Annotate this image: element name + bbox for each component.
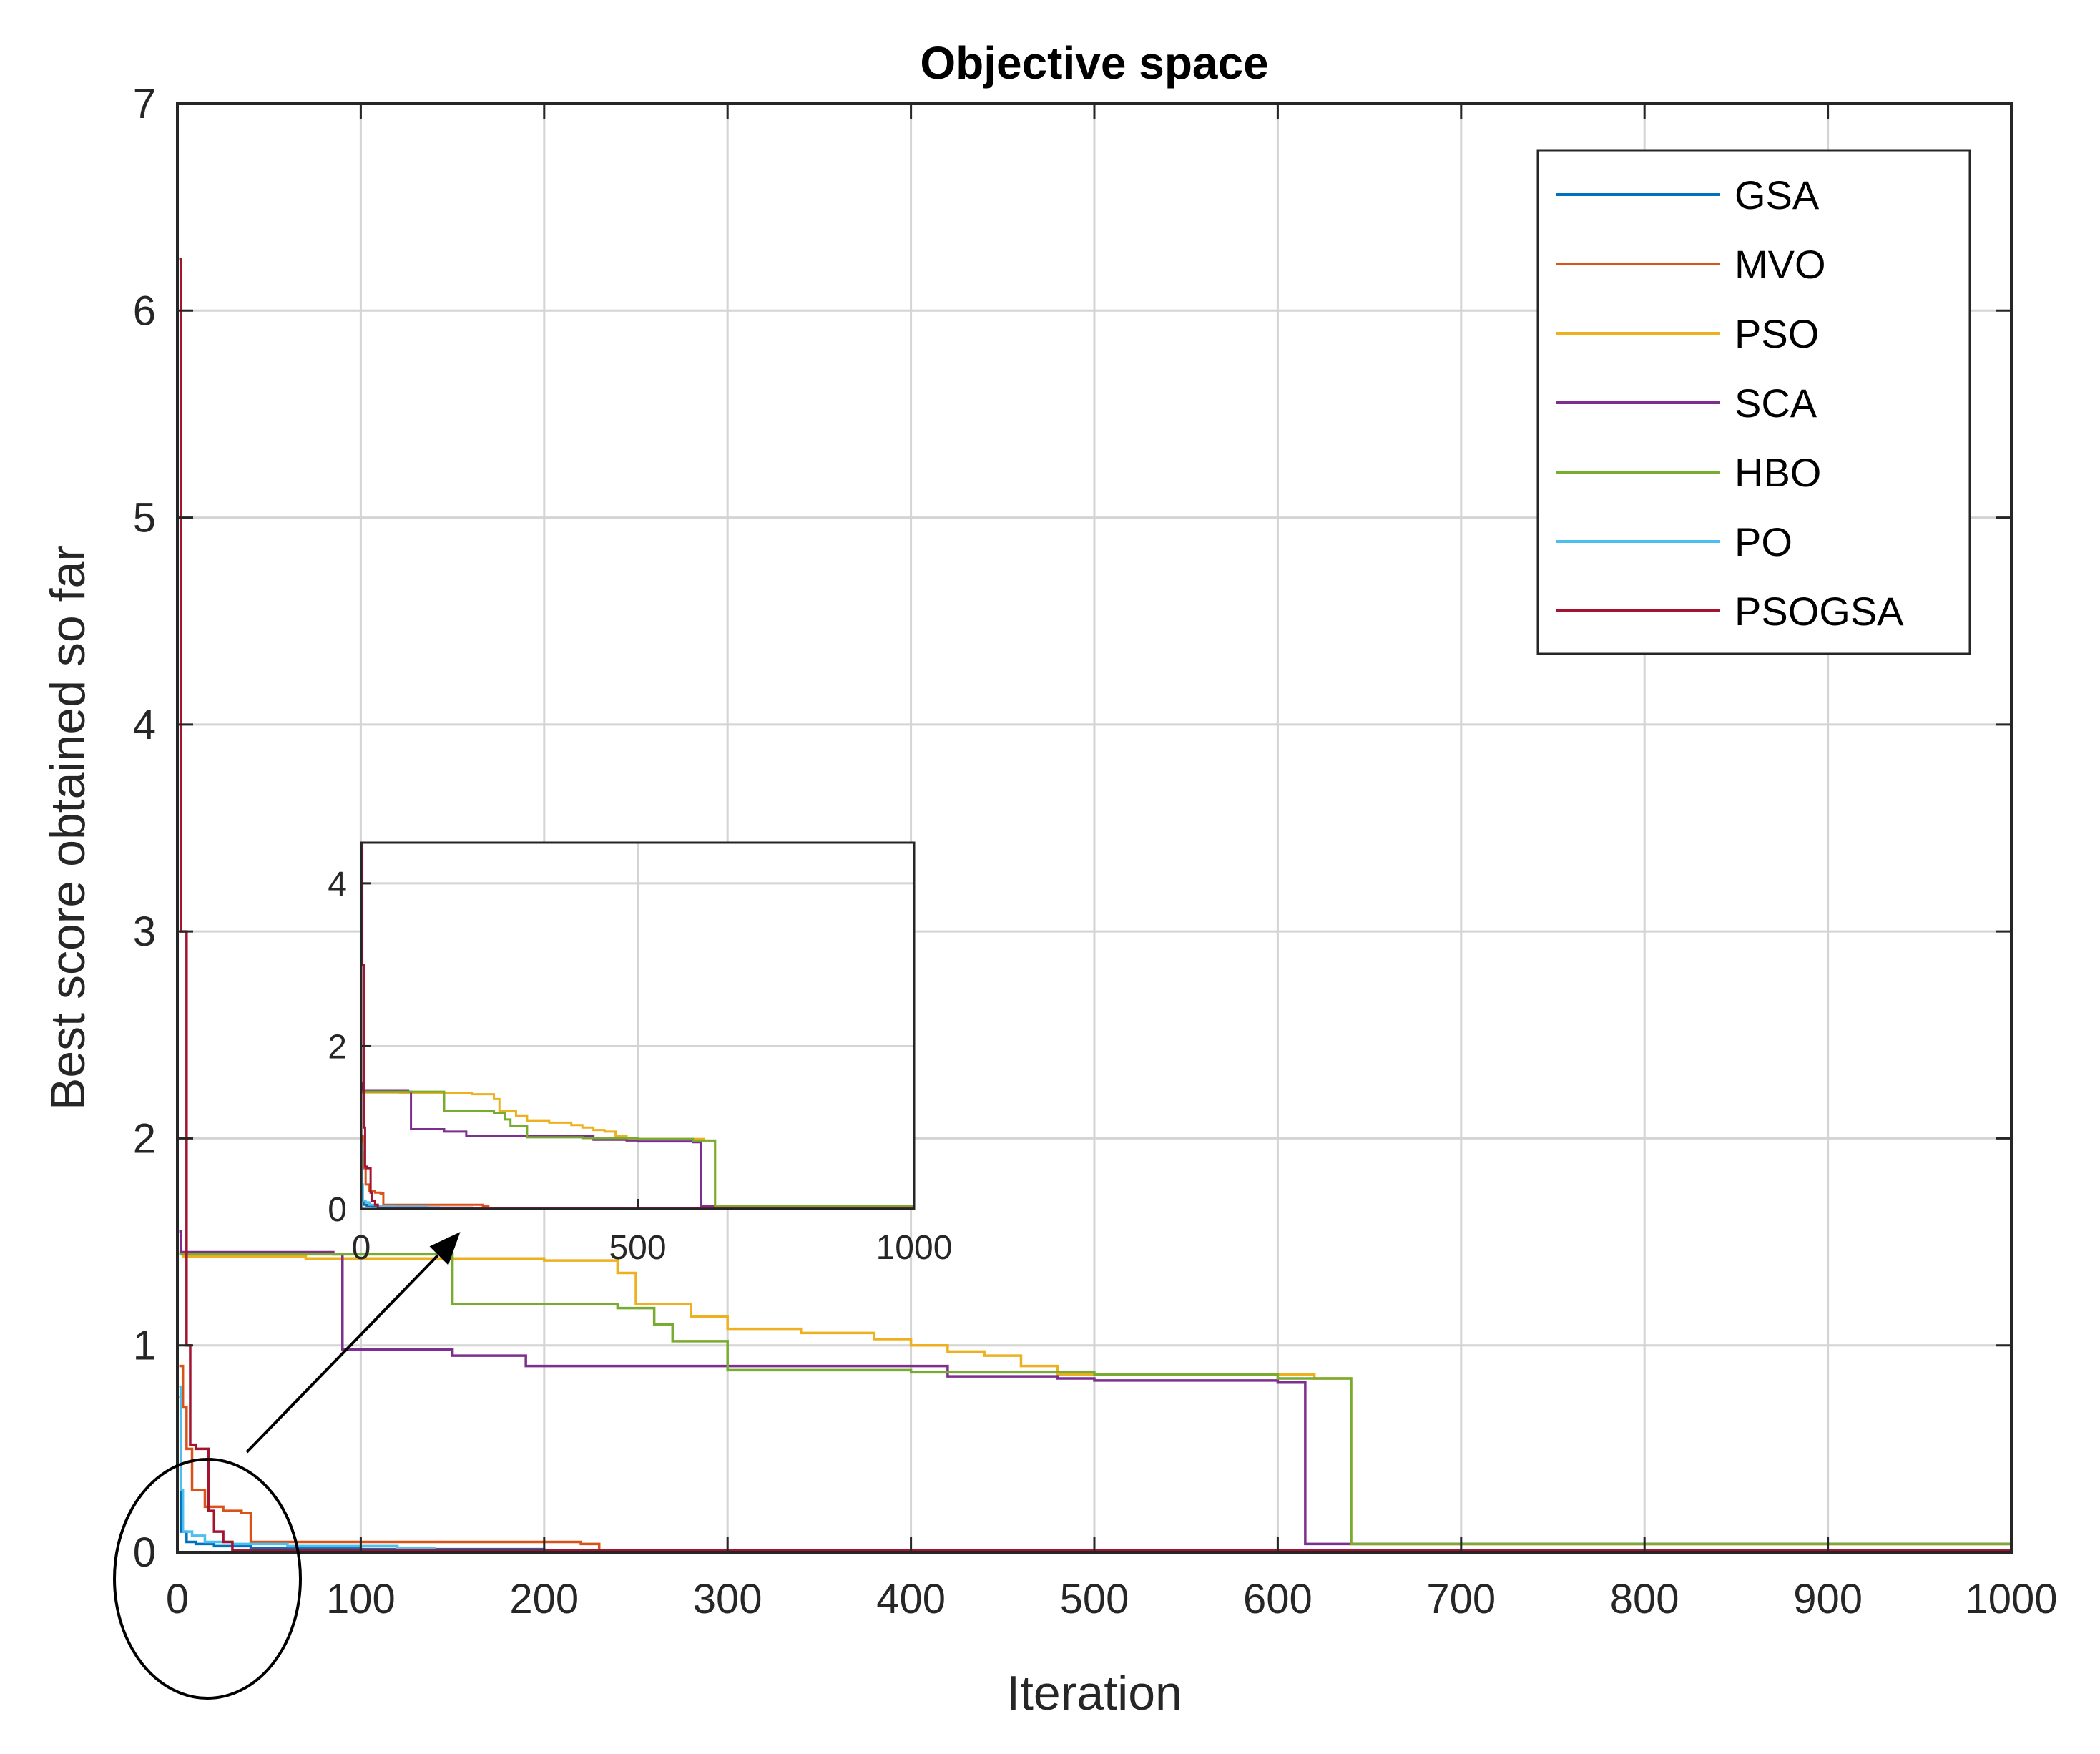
y-tick-label: 7 bbox=[133, 81, 156, 127]
inset-y-tick-label: 4 bbox=[328, 866, 347, 903]
inset-x-tick-label: 1000 bbox=[876, 1229, 953, 1267]
main-series-group bbox=[179, 258, 2013, 1552]
y-tick-label: 4 bbox=[133, 702, 156, 748]
x-axis-label: Iteration bbox=[1006, 1666, 1182, 1720]
inset-series-line-hbo bbox=[361, 1090, 916, 1207]
y-tick-label: 1 bbox=[133, 1323, 156, 1369]
x-tick-label: 800 bbox=[1610, 1576, 1679, 1622]
zoom-arrow-line bbox=[245, 1254, 439, 1454]
inset-y-tick-label: 0 bbox=[328, 1191, 347, 1229]
series-line-hbo bbox=[179, 1253, 2013, 1547]
legend-label-psogsa: PSOGSA bbox=[1735, 589, 1904, 634]
legend-label-hbo: HBO bbox=[1735, 450, 1821, 495]
series-line-psogsa bbox=[179, 258, 2013, 1552]
inset-ticks: 0 500 1000 0 2 4 bbox=[328, 866, 952, 1267]
legend-label-mvo: MVO bbox=[1735, 242, 1826, 287]
x-tick-label: 300 bbox=[693, 1576, 762, 1622]
legend-label-pso: PSO bbox=[1735, 311, 1819, 356]
inset-series-group bbox=[361, 841, 916, 1210]
x-tick-label: 1000 bbox=[1965, 1576, 2057, 1622]
x-tick-label: 400 bbox=[876, 1576, 946, 1622]
x-tick-label: 0 bbox=[166, 1576, 189, 1622]
y-tick-label: 6 bbox=[133, 288, 156, 334]
series-line-mvo bbox=[179, 1364, 2011, 1552]
legend-label-gsa: GSA bbox=[1735, 172, 1820, 217]
x-tick-label: 900 bbox=[1793, 1576, 1863, 1622]
x-tick-label: 500 bbox=[1060, 1576, 1129, 1622]
x-tick-label: 700 bbox=[1426, 1576, 1496, 1622]
inset-series-line-psogsa bbox=[361, 841, 916, 1210]
legend-label-sca: SCA bbox=[1735, 381, 1817, 426]
x-tick-label: 600 bbox=[1243, 1576, 1312, 1622]
inset-series-line-mvo bbox=[361, 1135, 914, 1210]
chart-title: Objective space bbox=[920, 37, 1268, 89]
y-tick-label: 0 bbox=[133, 1529, 156, 1576]
zoom-region-ellipse bbox=[113, 1458, 302, 1700]
legend-label-po: PO bbox=[1735, 519, 1792, 564]
x-tick-label: 200 bbox=[509, 1576, 579, 1622]
inset-x-tick-label: 0 bbox=[352, 1229, 371, 1267]
legend: GSA MVO PSO SCA HBO PO PSOGSA bbox=[1556, 172, 1904, 634]
x-tick-label: 100 bbox=[326, 1576, 396, 1622]
y-tick-label: 3 bbox=[133, 908, 156, 955]
y-tick-label: 5 bbox=[133, 495, 156, 542]
y-axis-label: Best score obtained so far bbox=[41, 545, 95, 1110]
y-tick-label: 2 bbox=[133, 1115, 156, 1162]
zoom-arrow-head bbox=[429, 1232, 461, 1265]
series-line-po bbox=[179, 1385, 2011, 1552]
inset-y-tick-label: 2 bbox=[328, 1028, 347, 1066]
inset-x-tick-label: 500 bbox=[609, 1229, 666, 1267]
